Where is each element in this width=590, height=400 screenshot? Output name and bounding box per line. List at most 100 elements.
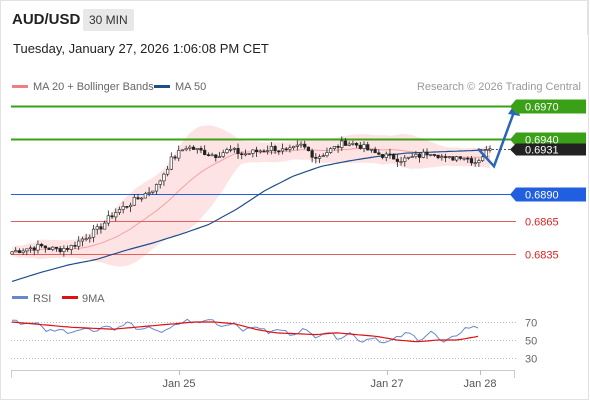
candle <box>310 148 314 163</box>
level-label-3: 0.6865 <box>525 217 559 229</box>
timeframe-badge[interactable]: 30 MIN <box>83 9 134 31</box>
candle <box>91 224 96 243</box>
candle <box>436 154 440 160</box>
candle <box>99 223 103 234</box>
rsi-tick-70: 70 <box>525 318 537 330</box>
candle <box>288 144 292 153</box>
candle-body <box>443 156 448 158</box>
candle <box>229 145 233 153</box>
candle <box>266 145 270 155</box>
candle-body <box>162 173 166 182</box>
candle <box>262 149 266 153</box>
candle-body <box>280 148 285 152</box>
candle-body <box>351 143 355 145</box>
candle <box>421 148 425 159</box>
candle <box>336 144 340 153</box>
candle <box>28 245 33 253</box>
legend-swatch-9ma <box>62 296 78 299</box>
candle-body <box>425 151 429 156</box>
candle-body <box>103 222 107 230</box>
candle-body <box>77 240 81 247</box>
candle-body <box>480 156 485 161</box>
candle-body <box>62 248 66 252</box>
candle-body <box>203 149 207 155</box>
candle-body <box>384 153 388 158</box>
candle <box>395 154 399 167</box>
candle-body <box>225 149 229 154</box>
candle <box>469 155 474 166</box>
symbol-label: AUD/USD <box>12 11 81 28</box>
level-tag-0 <box>510 99 586 114</box>
candle-body <box>314 156 318 159</box>
candle-body <box>17 250 22 253</box>
candle-body <box>284 148 288 151</box>
candle-body <box>447 156 451 158</box>
candle <box>47 247 51 250</box>
candle <box>54 246 59 252</box>
candle-body <box>455 156 459 161</box>
candle <box>121 201 125 214</box>
candle-body <box>136 197 140 200</box>
candle <box>203 145 207 156</box>
candle-body <box>106 215 110 224</box>
candle-body <box>154 184 159 192</box>
candle-body <box>377 152 381 155</box>
candle <box>158 179 162 189</box>
candle <box>332 146 336 151</box>
candle <box>362 141 366 153</box>
candle-body <box>184 148 188 151</box>
candle <box>299 141 303 148</box>
candle <box>43 245 47 253</box>
candle-body <box>355 143 359 146</box>
price-levels <box>11 105 516 255</box>
candle-body <box>54 246 59 249</box>
ma50-line <box>11 149 491 282</box>
candle-body <box>317 156 322 159</box>
candle-body <box>229 148 233 151</box>
candle-body <box>343 140 348 146</box>
candle-body <box>191 146 196 150</box>
candle-body <box>380 154 385 158</box>
candle <box>73 241 77 249</box>
candle <box>425 148 429 159</box>
candle <box>392 153 396 160</box>
candle-body <box>95 226 99 230</box>
candle-body <box>121 206 125 210</box>
candle-body <box>340 140 344 148</box>
candle-body <box>51 246 55 250</box>
candle-body <box>295 144 299 147</box>
candle <box>154 183 159 195</box>
candle-body <box>221 152 225 157</box>
rsi-tick-50: 50 <box>525 336 537 348</box>
candle-body <box>388 153 392 156</box>
candle-body <box>132 197 136 206</box>
candle <box>443 153 448 163</box>
candle-body <box>269 146 273 151</box>
candle <box>17 248 22 254</box>
candle <box>292 145 296 150</box>
bollinger-bands <box>11 125 491 267</box>
candle-body <box>414 154 418 157</box>
candle-body <box>217 156 222 158</box>
candle <box>110 212 114 220</box>
candles <box>10 136 492 257</box>
candle <box>243 149 248 157</box>
candle <box>440 153 444 161</box>
candle-body <box>254 149 259 152</box>
candle-body <box>395 158 399 162</box>
candle <box>254 146 259 157</box>
level-tag-1 <box>510 132 586 147</box>
legend-swatch-ma50 <box>154 85 170 88</box>
candle-body <box>262 150 266 153</box>
candle <box>403 154 407 167</box>
candle-body <box>99 226 103 230</box>
candle-body <box>169 156 173 170</box>
candle-body <box>332 146 336 149</box>
candle-body <box>80 238 85 242</box>
candle <box>184 145 188 152</box>
candle-body <box>277 150 281 153</box>
candle <box>343 137 348 146</box>
candle-body <box>303 143 307 148</box>
candle-body <box>232 148 236 150</box>
